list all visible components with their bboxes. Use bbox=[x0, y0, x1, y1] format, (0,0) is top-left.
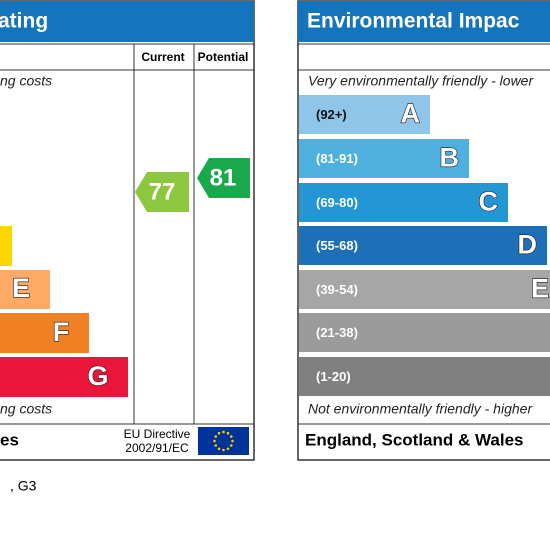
band-letter: F bbox=[53, 317, 70, 347]
band-bar bbox=[299, 95, 430, 134]
energy-title: ating bbox=[0, 10, 48, 33]
band-bar bbox=[299, 183, 508, 222]
environment-header bbox=[298, 1, 550, 42]
band-bar bbox=[299, 313, 550, 352]
band-bar bbox=[299, 139, 469, 178]
energy-header bbox=[0, 1, 254, 42]
star bbox=[229, 444, 233, 447]
footer: es bbox=[0, 430, 19, 449]
bottom-note: Not environmentally friendly - higher bbox=[308, 401, 533, 417]
band-range: (39-54) bbox=[316, 282, 358, 297]
band-bar bbox=[0, 313, 89, 353]
star bbox=[222, 448, 225, 452]
star bbox=[213, 439, 216, 443]
band-bar bbox=[0, 270, 50, 309]
band-bar bbox=[299, 357, 550, 396]
star bbox=[222, 430, 225, 434]
col-potential: Potential bbox=[198, 50, 249, 64]
band-bar bbox=[299, 270, 550, 309]
band-letter: E bbox=[12, 273, 30, 303]
star bbox=[217, 447, 221, 451]
bottom-note: ng costs bbox=[0, 401, 52, 417]
environment-title: Environmental Impac bbox=[307, 10, 520, 33]
band-range: (1-20) bbox=[316, 369, 351, 384]
band-range: (92+) bbox=[316, 107, 347, 122]
band-range: (69-80) bbox=[316, 195, 358, 210]
band-letter: B bbox=[440, 143, 460, 173]
band-range: (21-38) bbox=[316, 325, 358, 340]
potential-rating: 81 bbox=[210, 164, 237, 191]
band-bar bbox=[0, 226, 12, 266]
top-note: ng costs bbox=[0, 73, 52, 89]
col-current: Current bbox=[141, 50, 184, 64]
star bbox=[214, 444, 218, 447]
band-letter: G bbox=[87, 361, 108, 391]
band-letter: D bbox=[518, 230, 538, 260]
footer: England, Scotland & Wales bbox=[305, 430, 524, 449]
current-rating: 77 bbox=[149, 178, 176, 205]
directive: 2002/91/EC bbox=[125, 441, 189, 455]
band-bar bbox=[0, 357, 128, 397]
band-range: (55-68) bbox=[316, 238, 358, 253]
caption: , G3 bbox=[10, 478, 37, 494]
current-arrow bbox=[135, 172, 189, 212]
band-bar bbox=[299, 226, 547, 265]
potential-arrow bbox=[197, 158, 250, 198]
band-letter: C bbox=[479, 187, 499, 217]
star bbox=[217, 431, 221, 435]
star bbox=[226, 431, 230, 435]
star bbox=[229, 435, 233, 438]
star bbox=[214, 435, 218, 438]
star bbox=[231, 439, 234, 443]
band-letter: E bbox=[531, 274, 549, 304]
top-note: Very environmentally friendly - lower bbox=[308, 73, 534, 89]
star bbox=[226, 447, 230, 451]
band-range: (81-91) bbox=[316, 151, 358, 166]
directive: EU Directive bbox=[124, 427, 191, 441]
eu-flag bbox=[198, 427, 249, 455]
band-letter: A bbox=[401, 99, 421, 129]
